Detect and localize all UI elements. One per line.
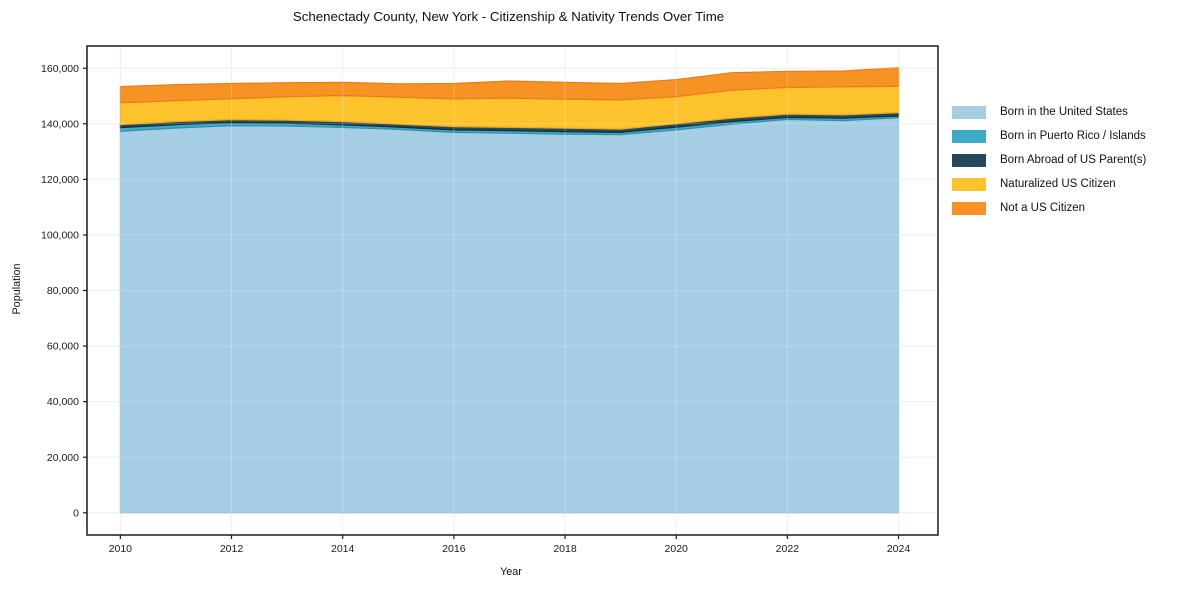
legend-label: Born Abroad of US Parent(s) [1000, 154, 1147, 166]
x-tick-label: 2012 [220, 543, 244, 555]
y-tick-label: 140,000 [41, 118, 79, 130]
legend-label: Not a US Citizen [1000, 202, 1086, 214]
legend-item-not-a-us-citizen: Not a US Citizen [952, 202, 1146, 215]
y-tick-label: 120,000 [41, 174, 79, 186]
y-tick-label: 60,000 [47, 341, 79, 353]
y-tick-label: 160,000 [41, 63, 79, 75]
area-not-a-us-citizen [119, 67, 900, 104]
legend-swatch [952, 154, 986, 167]
legend-item-born-in-puerto-rico-islands: Born in Puerto Rico / Islands [952, 130, 1146, 143]
legend-item-born-abroad-of-us-parent-s: Born Abroad of US Parent(s) [952, 154, 1146, 167]
x-tick-label: 2020 [665, 543, 689, 555]
legend-swatch [952, 202, 986, 215]
x-tick-label: 2024 [887, 543, 911, 555]
x-tick-label: 2016 [442, 543, 466, 555]
y-axis-label: Population [11, 263, 23, 315]
y-tick-label: 0 [73, 507, 79, 519]
legend-label: Born in Puerto Rico / Islands [1000, 130, 1146, 142]
legend-item-naturalized-us-citizen: Naturalized US Citizen [952, 178, 1146, 191]
chart-title: Schenectady County, New York - Citizensh… [292, 9, 725, 24]
legend-label: Born in the United States [1000, 106, 1128, 118]
legend-swatch [952, 178, 986, 191]
legend-label: Naturalized US Citizen [1000, 178, 1116, 190]
x-tick-label: 2014 [331, 543, 355, 555]
y-tick-label: 80,000 [47, 285, 79, 297]
area-born-in-the-united-states [119, 117, 900, 514]
legend-swatch [952, 106, 986, 119]
x-axis-label: Year [500, 566, 522, 578]
y-tick-label: 40,000 [47, 396, 79, 408]
legend-swatch [952, 130, 986, 143]
y-tick-label: 100,000 [41, 230, 79, 242]
chart-legend: Born in the United States Born in Puerto … [952, 106, 1146, 226]
x-tick-label: 2010 [109, 543, 133, 555]
y-tick-label: 20,000 [47, 452, 79, 464]
x-tick-label: 2018 [553, 543, 577, 555]
x-tick-label: 2022 [776, 543, 800, 555]
legend-item-born-in-the-united-states: Born in the United States [952, 106, 1146, 119]
